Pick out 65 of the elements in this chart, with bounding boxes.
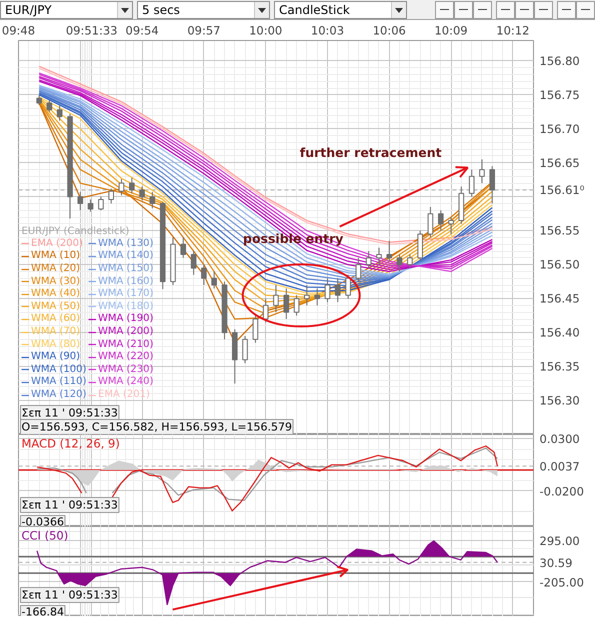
x-tick-label: 09:54 <box>126 24 159 38</box>
y-tick-label: 156.70 <box>540 122 580 136</box>
legend-label: WMA (90) <box>31 351 80 362</box>
annotation: Σεπ 11 ' 09:51:33 <box>22 406 118 420</box>
y-tick-label: 156.30 <box>540 394 580 408</box>
text: CandleStick <box>274 1 407 19</box>
legend-label: WMA (150) <box>98 263 154 274</box>
ref-line-label: 30.59 <box>540 556 572 570</box>
y-tick-label: -0.0200 <box>540 484 584 498</box>
annotation: Σεπ 11 ' 09:51:33 <box>22 588 118 602</box>
legend-label: WMA (240) <box>98 376 154 388</box>
legend-label: WMA (60) <box>31 313 80 324</box>
x-tick-label: 10:00 <box>249 24 282 38</box>
legend-label: WMA (180) <box>98 300 154 312</box>
legend-label: WMA (80) <box>31 338 80 350</box>
annotation: -0.0366 <box>22 516 64 528</box>
y-tick-label: 295.00 <box>540 534 580 548</box>
y-tick-label: 156.80 <box>540 54 580 68</box>
text: 5 secs <box>137 1 270 19</box>
legend-label: WMA (40) <box>31 288 80 300</box>
x-tick-label: 10:06 <box>372 24 406 38</box>
annotation: further retracement <box>300 145 442 160</box>
legend-label: WMA (50) <box>31 300 80 312</box>
annotation: O=156.593, C=156.582, H=156.593, L=156.579 <box>22 420 292 434</box>
legend-label: WMA (130) <box>98 238 154 249</box>
y-tick-label: 156.65 <box>540 156 580 170</box>
legend-label: WMA (120) <box>31 389 86 400</box>
legend-label: WMA (140) <box>98 250 154 262</box>
x-tick-label: 10:09 <box>434 24 468 38</box>
annotation: Σεπ 11 ' 09:51:33 <box>22 498 118 512</box>
legend-label: WMA (70) <box>31 326 80 337</box>
y-tick-label: 0.0300 <box>540 432 580 446</box>
y-tick-label: 156.50 <box>540 258 580 272</box>
y-tick-label: 156.55 <box>540 224 580 238</box>
x-tick-label: 09:57 <box>187 24 220 38</box>
y-tick-label: 156.35 <box>540 360 580 374</box>
legend-label: WMA (220) <box>98 351 154 362</box>
x-tick-label: 10:03 <box>310 24 344 38</box>
x-tick-label: 09:51:33 <box>66 24 118 38</box>
x-tick-label: 10:12 <box>496 24 530 38</box>
series-label: CCI (50) <box>22 528 68 542</box>
legend-label: WMA (10) <box>31 250 80 262</box>
ref-line-label: 156.61⁰ <box>540 182 585 197</box>
annotation: -166.84 <box>22 606 64 618</box>
legend-label: WMA (170) <box>98 288 154 300</box>
y-tick-label: 156.75 <box>540 88 580 102</box>
legend-label: WMA (30) <box>31 276 80 287</box>
legend-label: WMA (210) <box>98 338 154 350</box>
legend-label: EMA (200) <box>31 238 83 249</box>
legend-label: WMA (20) <box>31 263 80 274</box>
legend-title: EUR/JPY (Candlestick) <box>22 226 130 238</box>
series-label: MACD (12, 26, 9) <box>22 436 120 450</box>
legend-label: WMA (190) <box>98 313 154 324</box>
legend-label: WMA (110) <box>31 376 86 388</box>
text: EUR/JPY <box>0 1 133 19</box>
y-tick-label: 156.45 <box>540 292 580 306</box>
y-tick-label: -205.00 <box>540 575 584 590</box>
x-tick-label: 09:48 <box>2 24 36 38</box>
legend-label: WMA (100) <box>31 364 86 375</box>
legend-label: WMA (200) <box>98 326 154 337</box>
y-tick-label: 156.40 <box>540 326 580 340</box>
legend-label: EMA (201) <box>98 389 150 400</box>
legend-label: WMA (230) <box>98 364 154 375</box>
legend-label: WMA (160) <box>98 276 154 287</box>
ref-line-label: 0.0037 <box>540 460 580 474</box>
